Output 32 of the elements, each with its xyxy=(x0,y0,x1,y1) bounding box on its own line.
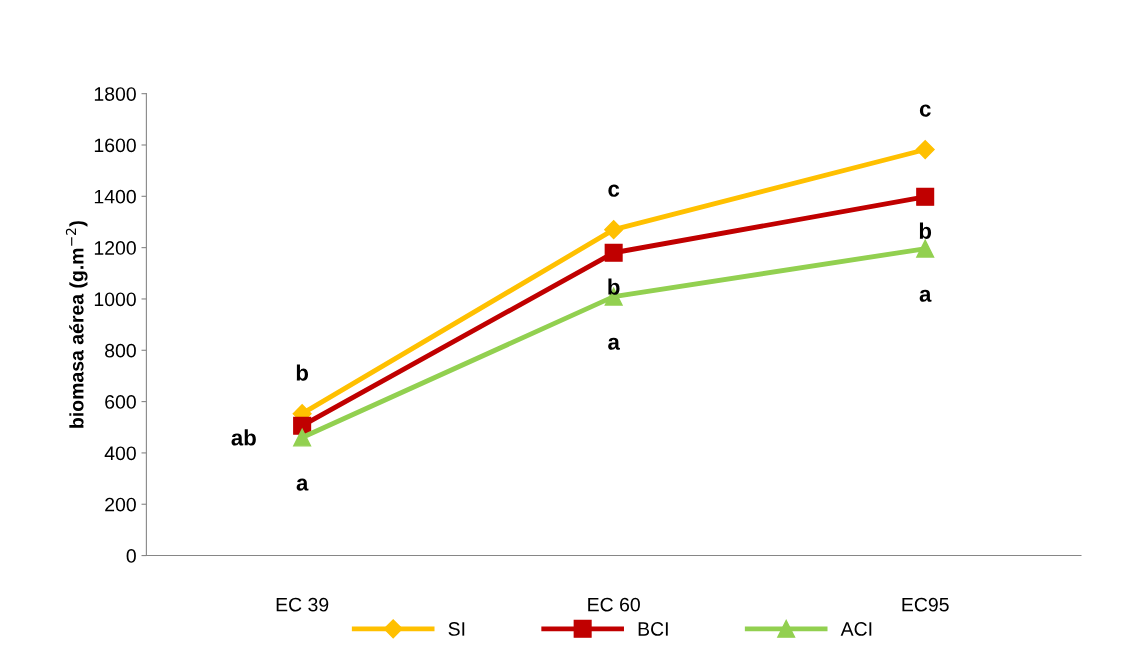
y-axis-title: biomasa aérea (g.m$^{−2}$) xyxy=(65,221,88,428)
point xyxy=(916,187,935,206)
legend-label: ACI xyxy=(840,622,872,636)
y-tick-label: 1600 xyxy=(94,138,136,153)
y-tick-label: 200 xyxy=(105,497,136,512)
point xyxy=(604,220,624,240)
y-tick-label: 1400 xyxy=(94,189,136,204)
annotation: b xyxy=(919,222,932,239)
annotation: a xyxy=(608,337,620,350)
annotation: b xyxy=(296,364,309,381)
annotation: a xyxy=(296,478,309,491)
x-tick-label: EC 60 xyxy=(588,597,640,612)
point xyxy=(916,239,935,258)
legend-label: BCI xyxy=(638,622,668,636)
point xyxy=(604,243,623,262)
point xyxy=(915,140,935,160)
y-tick-label: 400 xyxy=(104,446,136,461)
annotation: c xyxy=(608,184,620,197)
y-tick-label: 0 xyxy=(126,549,136,563)
annotation: a xyxy=(919,289,932,302)
x-tick-label: EC 39 xyxy=(276,597,329,612)
y-tick-label: 1000 xyxy=(94,292,136,307)
y-tick-label: 800 xyxy=(105,343,136,358)
x-tick-label: EC95 xyxy=(902,597,949,612)
annotation: ab xyxy=(231,429,256,446)
legend-label: SI xyxy=(448,622,465,636)
annotation: c xyxy=(919,104,931,117)
y-tick-label: 600 xyxy=(105,395,136,409)
point xyxy=(293,428,312,447)
y-tick-label: 1800 xyxy=(94,87,136,101)
y-tick-label: 1200 xyxy=(94,241,136,255)
annotation: b xyxy=(608,278,620,295)
